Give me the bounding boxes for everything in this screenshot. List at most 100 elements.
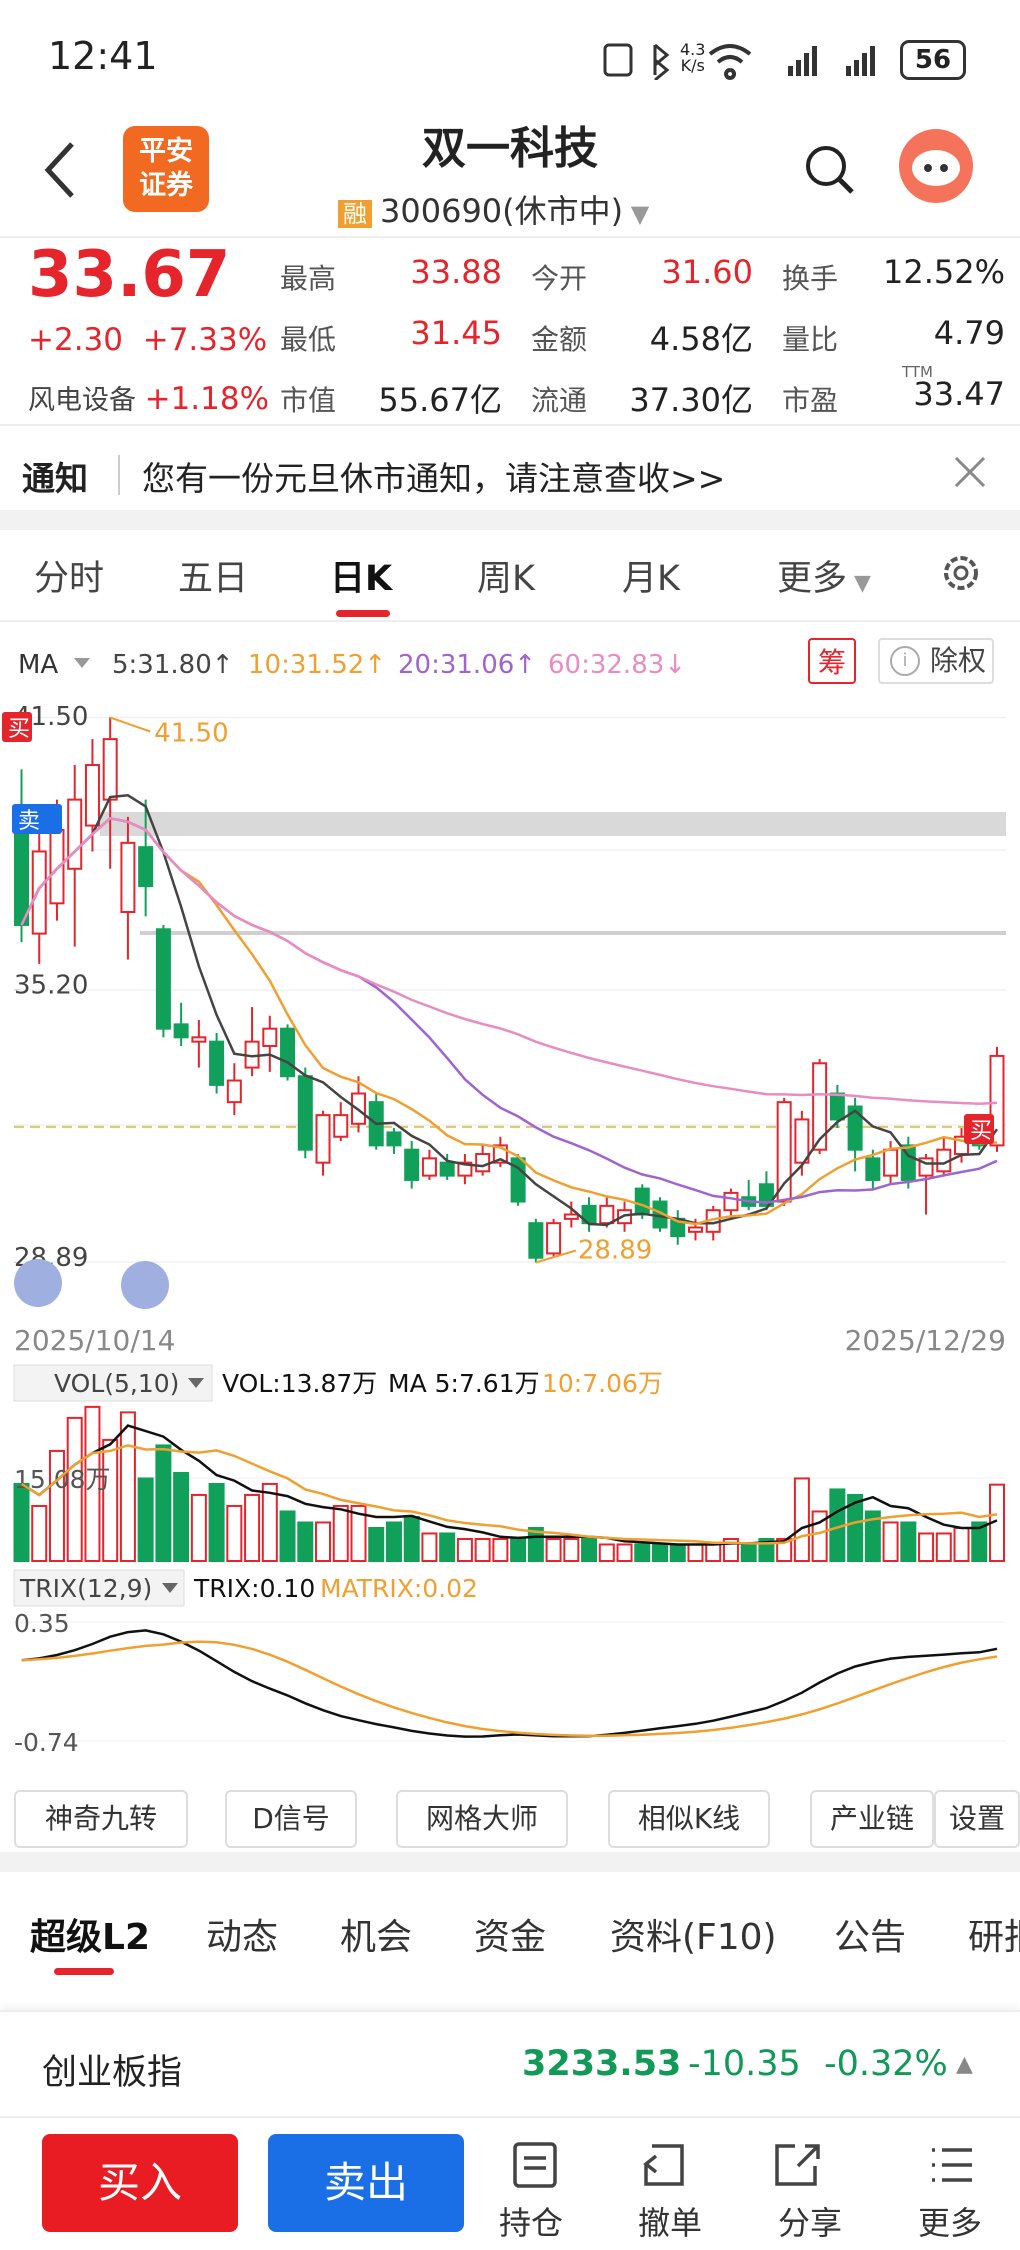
field-value: 31.45 [410, 314, 502, 352]
index-value: 3233.53 [522, 2044, 682, 2084]
vol-ma-line [20, 1444, 998, 1545]
more-tab[interactable]: 更多 [777, 559, 848, 599]
tool-button[interactable]: D信号 [225, 1790, 357, 1848]
candle-body [475, 1153, 491, 1173]
candle-body [297, 1075, 313, 1151]
trix-tick-label: -0.74 [14, 1728, 79, 1757]
action-item[interactable]: 分享 [777, 2204, 842, 2242]
notice-close[interactable] [952, 454, 988, 490]
candle-body [404, 1148, 420, 1181]
action-icons [513, 2142, 972, 2188]
action-item[interactable]: 持仓 [498, 2204, 563, 2242]
candle-body [155, 928, 171, 1030]
info-tab[interactable]: 资金 [474, 1917, 547, 1958]
candle-body [315, 1114, 331, 1164]
info-tab[interactable]: 资料(F10) [610, 1917, 777, 1958]
candle-body [865, 1157, 881, 1181]
candle-body [138, 846, 154, 888]
candle-body [421, 1157, 437, 1177]
vol-bar [687, 1543, 704, 1562]
change: +2.30 [28, 322, 123, 358]
candle-body [883, 1148, 899, 1177]
trix-value: TRIX:0.10 [193, 1574, 315, 1603]
candle-body [31, 850, 47, 935]
field-label: 最低 [280, 323, 337, 356]
sell-button[interactable]: 卖出 [268, 2134, 464, 2232]
candle-body [262, 1027, 278, 1047]
tool-button[interactable]: 设置 [934, 1790, 1020, 1848]
tool-button[interactable]: 相似K线 [608, 1790, 770, 1848]
vol-bar [598, 1543, 615, 1562]
candle-body [634, 1187, 650, 1216]
chip-button[interactable]: 筹 [808, 638, 856, 684]
vol-bar [935, 1532, 952, 1562]
vol-bar [403, 1515, 420, 1562]
ma-dropdown [74, 658, 90, 668]
field-label: 市值 [280, 384, 337, 417]
vol-bar [244, 1493, 261, 1563]
search-button[interactable] [800, 140, 860, 200]
tool-button[interactable]: 产业链 [810, 1790, 934, 1848]
candle-body [546, 1222, 562, 1255]
vol-bar [119, 1411, 136, 1562]
candle-body [829, 1092, 845, 1121]
signal-text: 买 [8, 717, 30, 742]
net-speed: 4.3 K/s [680, 42, 705, 74]
adjust-label[interactable]: 除权 [930, 644, 987, 677]
buy-button[interactable]: 买入 [42, 2134, 238, 2232]
tool-button[interactable]: 网格大师 [396, 1790, 568, 1848]
candle-body [84, 764, 100, 827]
info-tab-active[interactable]: 超级L2 [30, 1917, 150, 1958]
candle-body [67, 798, 83, 870]
info-tab[interactable]: 动态 [206, 1917, 279, 1958]
settings-button[interactable] [940, 552, 982, 594]
signal-badge [12, 804, 62, 834]
vol-bar [581, 1537, 598, 1562]
sector: 风电设备 +1.18% [28, 378, 269, 417]
info-tab[interactable]: 机会 [340, 1917, 413, 1958]
vol-bar [918, 1532, 935, 1562]
period-tab[interactable]: 更多 ▼ [777, 559, 871, 599]
ttm-sup: TTM [902, 363, 934, 381]
vol-ma10: 10:7.06万 [542, 1369, 663, 1398]
vol-dropdown [188, 1378, 204, 1388]
field-label: 换手 [782, 262, 839, 295]
notice-text[interactable]: 您有一份元旦休市通知，请注意查收>> [142, 459, 726, 498]
candle-body [723, 1191, 739, 1212]
vol-bar [66, 1416, 83, 1562]
index-change: -10.35 [688, 2044, 801, 2084]
ma-value: 10:31.52↑ [248, 650, 386, 680]
vol-bar [13, 1482, 30, 1562]
candle-body [209, 1040, 225, 1086]
field-value: 4.79 [933, 314, 1005, 352]
vol-bar [173, 1471, 190, 1562]
period-tab[interactable]: 周K [477, 559, 535, 599]
candle-body [528, 1222, 544, 1259]
action-item[interactable]: 更多 [917, 2204, 982, 2242]
vol-bar [492, 1537, 509, 1562]
vol-bar [315, 1521, 332, 1563]
period-tab[interactable]: 分时 [34, 559, 105, 599]
adjust-button[interactable]: i 除权 [878, 638, 994, 684]
y-tick-label: 35.20 [14, 970, 88, 1000]
period-tab[interactable]: 月K [622, 559, 680, 599]
candle-body [280, 1027, 296, 1078]
high-pointer [109, 716, 151, 733]
info-tab[interactable]: 研报 [968, 1917, 1020, 1958]
period-tab-active[interactable]: 日K [330, 559, 393, 599]
tool-button[interactable]: 神奇九转 [14, 1790, 188, 1848]
signal-text: 卖 [18, 809, 40, 834]
field-value: 37.30亿 [629, 381, 753, 419]
vol-bar [297, 1521, 314, 1563]
vol-bar [634, 1543, 651, 1562]
candle-body [333, 1114, 349, 1138]
assistant-avatar[interactable] [898, 128, 974, 204]
action-item[interactable]: 撤单 [637, 2204, 702, 2242]
candle-body [758, 1183, 774, 1207]
period-tab[interactable]: 五日 [178, 559, 249, 599]
market-state: (休市中) [502, 192, 624, 230]
back-button[interactable] [40, 140, 80, 200]
vol-bar [102, 1438, 119, 1563]
info-tab[interactable]: 公告 [834, 1917, 907, 1958]
